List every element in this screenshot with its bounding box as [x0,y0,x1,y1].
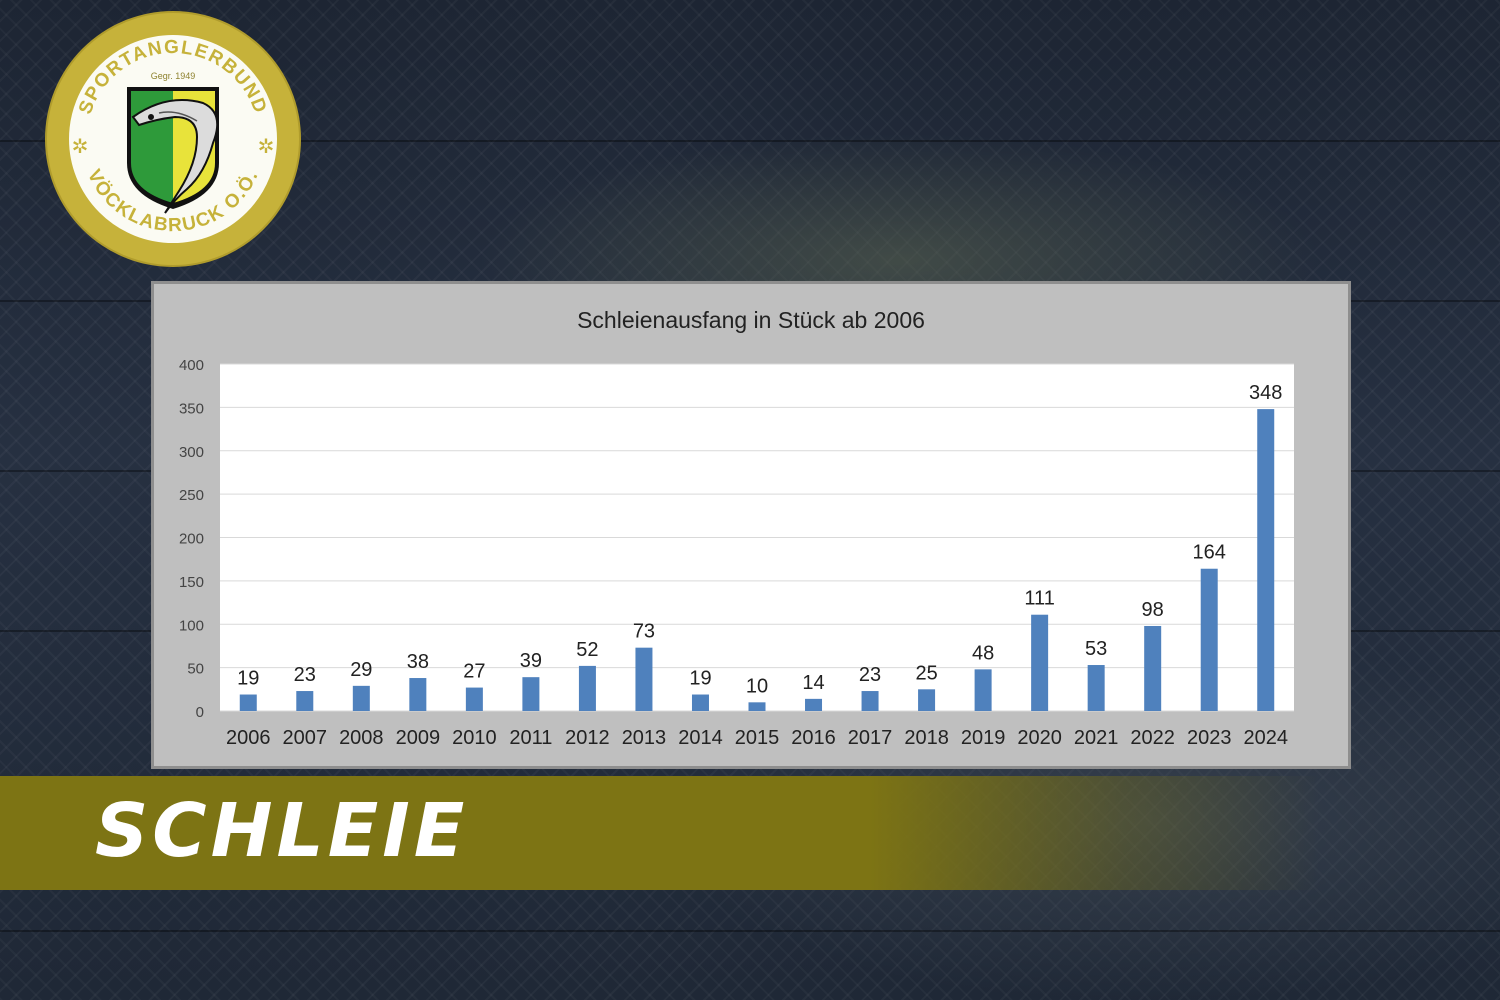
bar [522,677,540,711]
data-label: 19 [237,668,259,690]
bar [296,691,314,711]
x-axis: 2006 2007 2008 2009 2010 2011 2012 2013 2014 2015… [226,727,1288,749]
data-label: 48 [972,642,994,664]
bar [974,669,992,711]
bar-chart: Schleienausfang in Stück ab 2006 0 50 100 1… [179,307,1294,749]
banner-title: SCHLEIE [95,788,469,874]
y-tick-label: 400 [179,357,204,374]
logo-founded: Gegr. 1949 [151,71,196,81]
logo-emblem: SPORTANGLERBUND VÖCKLABRUCK O.Ö. ✲ ✲ Geg… [72,37,275,236]
x-tick-label: 2010 [452,727,497,749]
title-banner: SCHLEIE [0,776,1500,890]
y-tick-label: 0 [196,704,204,721]
x-tick-label: 2011 [509,727,552,749]
y-tick-label: 350 [179,400,204,417]
fish-icon [131,99,219,214]
bar [239,694,257,711]
x-tick-label: 2018 [904,727,949,749]
y-tick-label: 300 [179,444,204,461]
x-tick-label: 2006 [226,727,271,749]
x-tick-label: 2017 [848,727,893,749]
data-label: 164 [1193,542,1226,564]
x-tick-label: 2015 [735,727,780,749]
bar [1087,665,1105,711]
y-tick-label: 100 [179,617,204,634]
bar [1257,409,1275,711]
bar [805,698,823,711]
bar [691,694,709,711]
bar [1031,614,1049,711]
x-tick-label: 2013 [622,727,667,749]
x-tick-label: 2009 [396,727,441,749]
logo-star-right: ✲ [258,134,275,158]
bar [918,689,936,711]
data-label: 27 [463,661,485,683]
bar [1144,625,1162,711]
logo-star-left: ✲ [72,134,89,158]
bar [861,691,879,711]
bar [748,702,766,711]
data-label: 25 [915,662,937,684]
y-tick-label: 200 [179,531,204,548]
y-axis: 0 50 100 150 200 250 300 350 400 [179,357,204,721]
x-tick-label: 2019 [961,727,1006,749]
bar [578,665,596,711]
x-tick-label: 2022 [1130,727,1175,749]
x-tick-label: 2021 [1074,727,1119,749]
y-tick-label: 150 [179,574,204,591]
y-tick-label: 250 [179,487,204,504]
data-label: 38 [407,651,429,673]
data-label: 53 [1085,638,1107,660]
data-label: 23 [859,664,881,686]
chart-panel: Schleienausfang in Stück ab 2006 0 50 100 1… [151,281,1351,769]
data-label: 348 [1249,382,1282,404]
data-labels: 19 23 29 38 27 39 52 73 19 10 14 23 25 48 111 53 98 164 34… [237,382,1282,697]
bar [1200,568,1218,711]
data-label: 39 [520,650,542,672]
data-label: 14 [802,672,824,694]
x-tick-label: 2020 [1017,727,1062,749]
data-label: 23 [294,664,316,686]
x-tick-label: 2016 [791,727,836,749]
bar [465,687,483,711]
y-tick-label: 50 [187,661,204,678]
x-tick-label: 2014 [678,727,723,749]
data-label: 19 [689,668,711,690]
x-tick-label: 2008 [339,727,384,749]
x-tick-label: 2024 [1243,727,1288,749]
x-tick-label: 2007 [283,727,328,749]
data-label: 29 [350,659,372,681]
data-label: 10 [746,675,768,697]
club-logo: SPORTANGLERBUND VÖCKLABRUCK O.Ö. ✲ ✲ Geg… [47,13,299,265]
bars [239,409,1275,711]
chart-title: Schleienausfang in Stück ab 2006 [577,307,925,333]
data-label: 73 [633,621,655,643]
bar [635,647,653,711]
bar [352,685,370,711]
data-label: 111 [1024,588,1054,610]
data-label: 98 [1142,599,1164,621]
bar [409,678,427,711]
x-tick-label: 2023 [1187,727,1232,749]
x-tick-label: 2012 [565,727,610,749]
data-label: 52 [576,639,598,661]
